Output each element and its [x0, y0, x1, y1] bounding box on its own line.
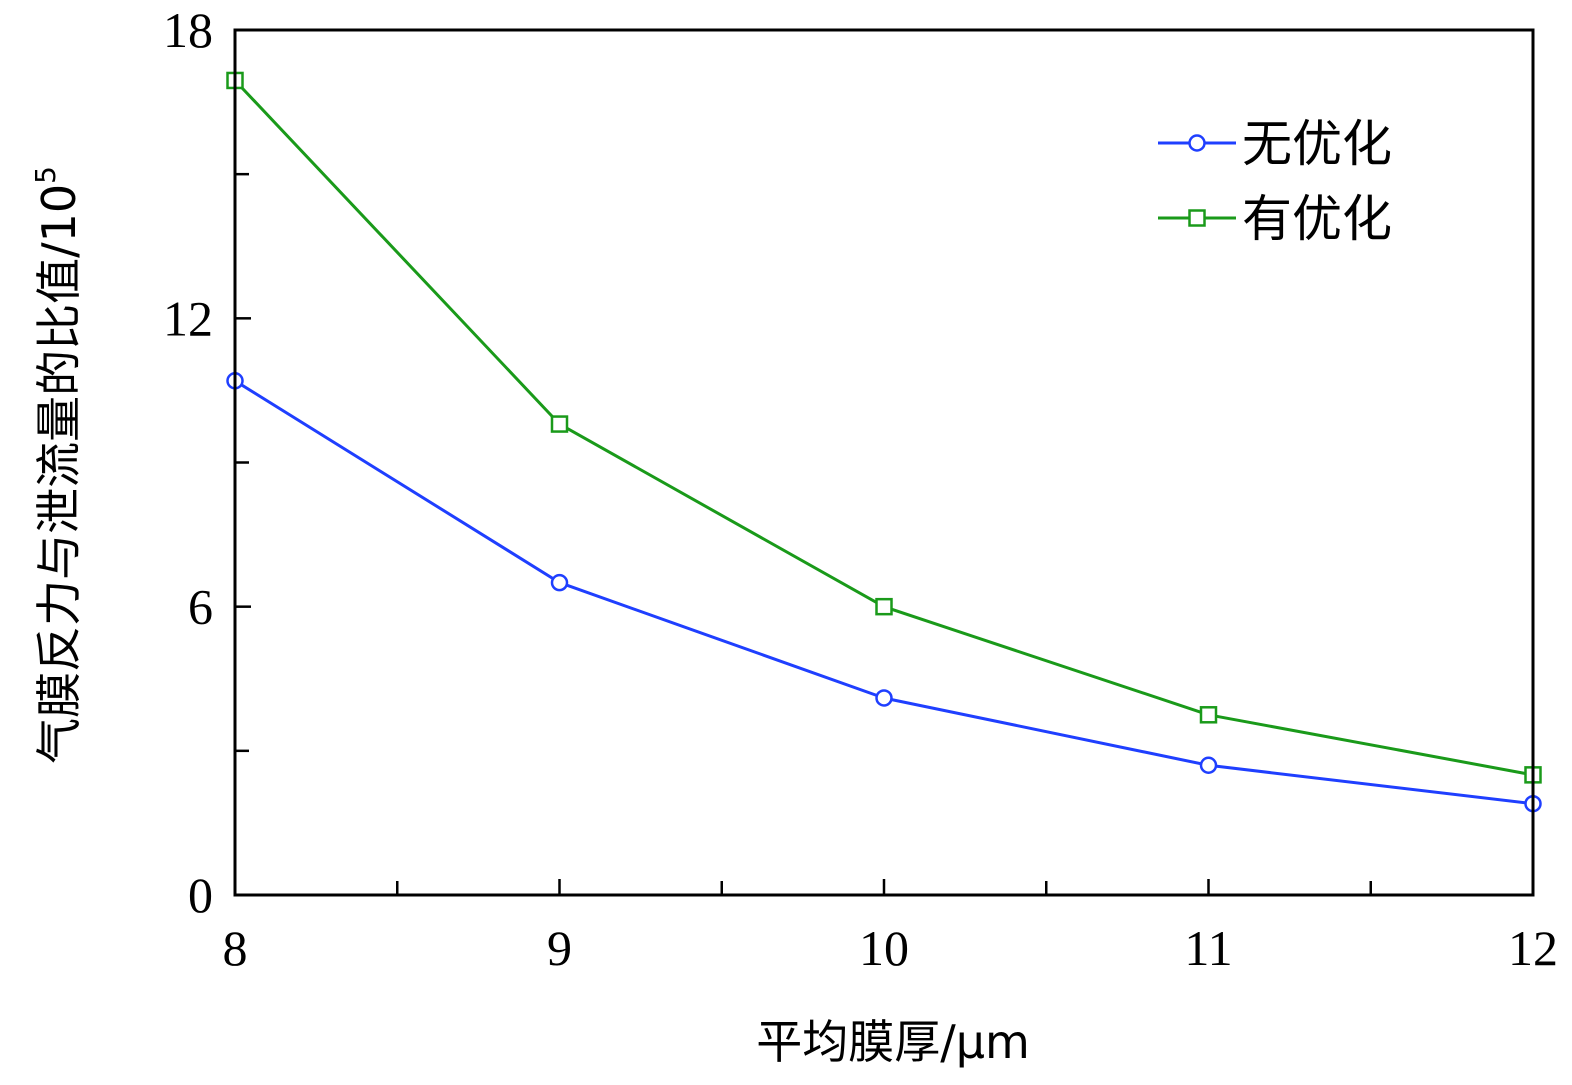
plot-frame	[233, 28, 1535, 897]
x-tick-label: 10	[859, 920, 909, 976]
data-point-square	[1188, 209, 1206, 227]
y-tick-label: 18	[163, 2, 213, 58]
legend-label: 无优化	[1242, 115, 1392, 173]
y-axis-title-exponent: 5	[29, 166, 62, 184]
legend-item-1: 无优化	[1158, 115, 1392, 173]
ticks-layer	[235, 172, 1372, 895]
x-axis-title: 平均膜厚/μm	[756, 1015, 1030, 1069]
labels-layer: 8 9 10 11 12 0 6 12 18	[163, 2, 1558, 976]
data-point-square	[550, 415, 569, 433]
x-tick-label: 8	[223, 920, 248, 976]
data-point-square	[875, 597, 893, 616]
data-point-circle	[875, 689, 893, 707]
data-point-circle	[1199, 756, 1218, 774]
y-axis-title-text: 气膜反力与泄流量的比值/10	[32, 184, 86, 764]
data-point-square	[1199, 706, 1218, 724]
y-tick-label: 12	[163, 290, 213, 346]
legend-item-2: 有优化	[1158, 190, 1392, 248]
x-tick-label: 9	[547, 920, 572, 976]
data-point-circle	[550, 573, 569, 592]
series-1	[226, 372, 1542, 813]
series-line	[233, 79, 1534, 777]
legend-label: 有优化	[1242, 190, 1392, 248]
x-tick-label: 12	[1508, 920, 1558, 976]
series-2	[226, 71, 1542, 784]
y-tick-label: 0	[188, 867, 213, 923]
y-axis-title: 气膜反力与泄流量的比值/105	[29, 166, 86, 764]
y-tick-label: 6	[188, 579, 213, 635]
x-tick-label: 11	[1184, 920, 1232, 976]
series-layer	[226, 71, 1542, 813]
data-point-circle	[1188, 134, 1206, 152]
